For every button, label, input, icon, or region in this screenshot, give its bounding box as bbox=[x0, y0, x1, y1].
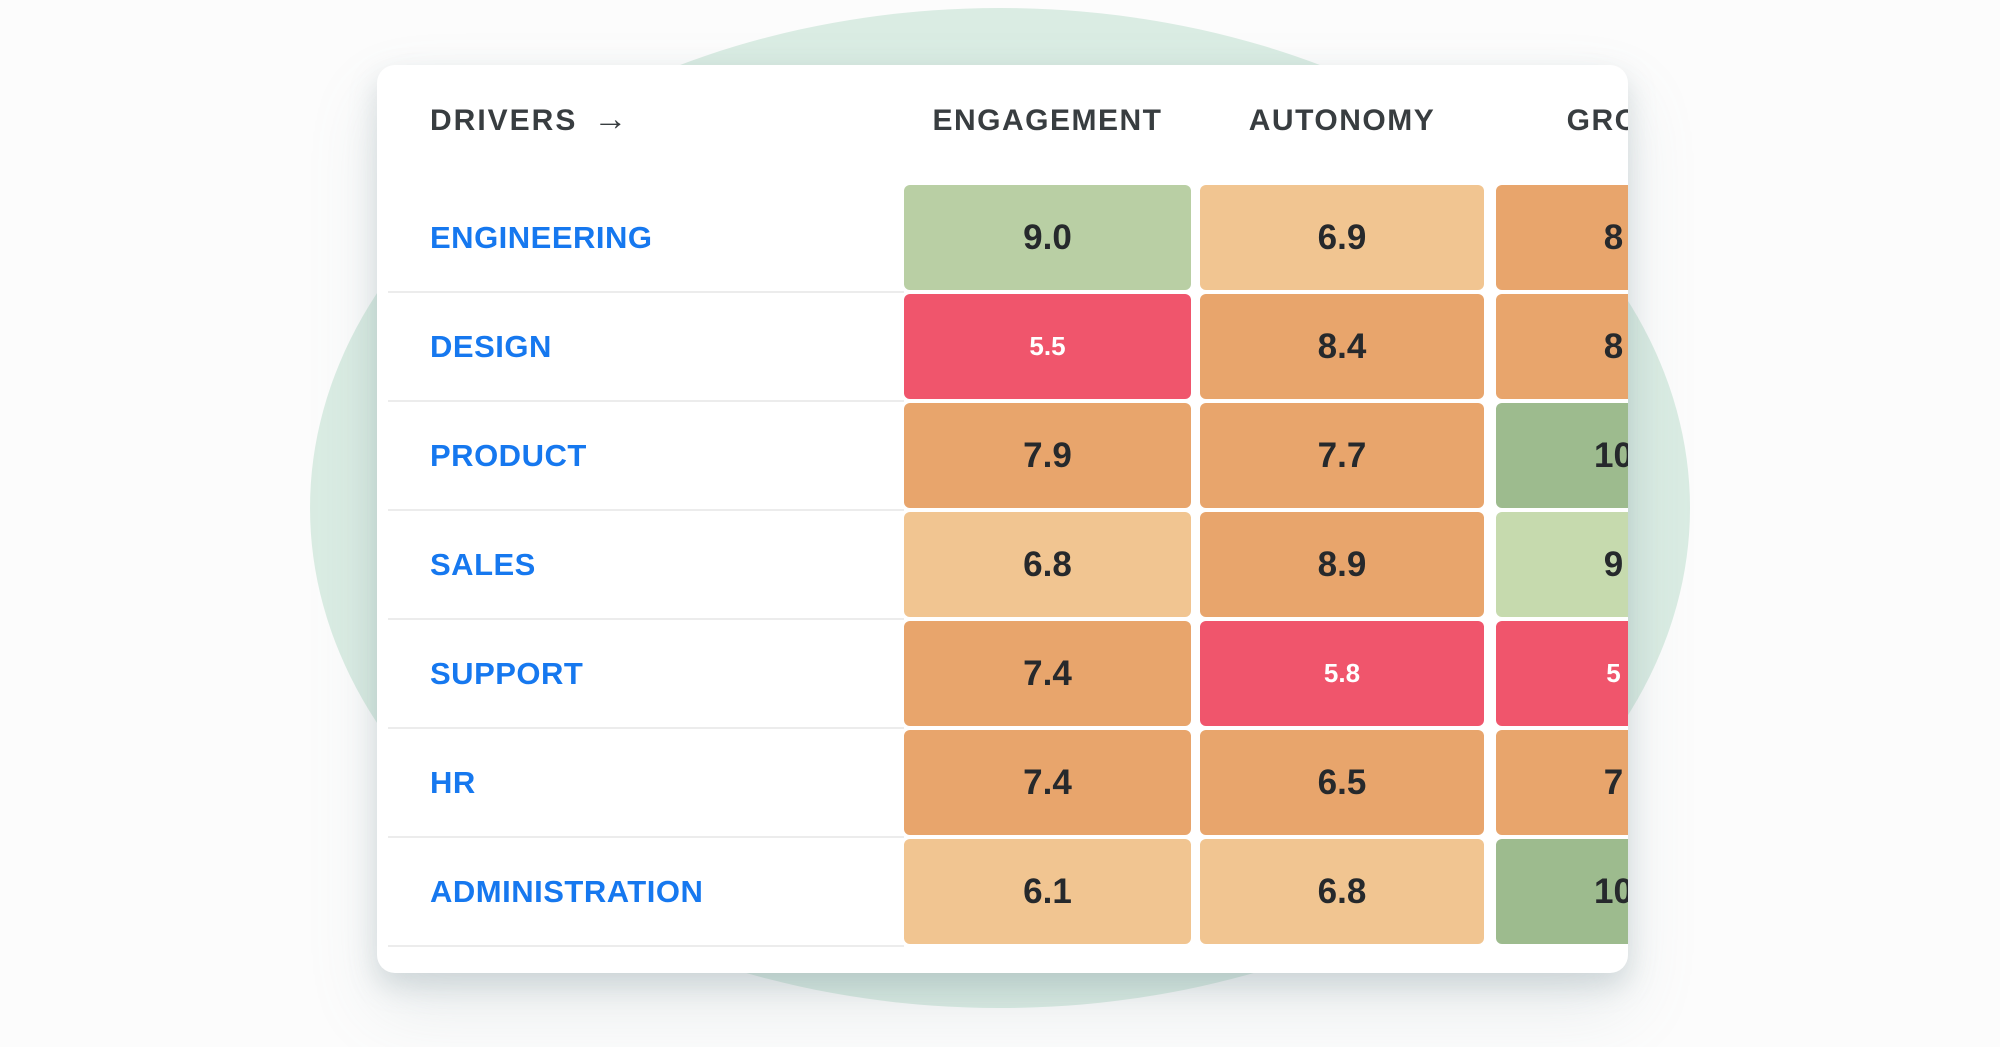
heatmap-cell[interactable]: 5.8 bbox=[1200, 621, 1484, 726]
heatmap-cell[interactable]: 10 bbox=[1496, 403, 1628, 508]
cell-value: 5.8 bbox=[1323, 658, 1361, 688]
column-header-autonomy: AUTONOMY bbox=[1248, 104, 1436, 137]
heatmap-cell[interactable]: 8.9 bbox=[1200, 512, 1484, 617]
cell-value: 7.9 bbox=[1023, 435, 1072, 475]
row-divider bbox=[388, 836, 904, 838]
column-header-engagement: ENGAGEMENT bbox=[932, 104, 1163, 137]
cell-value: 8 bbox=[1603, 326, 1624, 366]
cell-value: 8.9 bbox=[1317, 544, 1367, 584]
row-label-sales[interactable]: SALES bbox=[430, 546, 536, 582]
cell-value: 9 bbox=[1603, 544, 1624, 584]
cell-value: 10 bbox=[1594, 871, 1628, 911]
table-row-support: SUPPORT 7.4 5.8 5 bbox=[377, 619, 1628, 729]
cell-value: 6.9 bbox=[1317, 217, 1367, 257]
cell-value: 6.8 bbox=[1317, 871, 1367, 911]
cell-value: 5 bbox=[1606, 658, 1621, 688]
cell-value: 8.4 bbox=[1317, 326, 1367, 366]
heatmap-cell[interactable]: 6.1 bbox=[904, 839, 1191, 944]
row-label-hr[interactable]: HR bbox=[430, 764, 476, 800]
heatmap-cell[interactable]: 7.4 bbox=[904, 621, 1191, 726]
heatmap-cell[interactable]: 9 bbox=[1496, 512, 1628, 617]
heatmap-cell[interactable]: 5.5 bbox=[904, 294, 1191, 399]
heatmap-cell[interactable]: 5 bbox=[1496, 621, 1628, 726]
heatmap-cell[interactable]: 7 bbox=[1496, 730, 1628, 835]
table-row-hr: HR 7.4 6.5 7 bbox=[377, 728, 1628, 838]
cell-value: 7.7 bbox=[1317, 435, 1367, 475]
cell-value: 6.1 bbox=[1023, 871, 1072, 911]
heatmap-cell[interactable]: 7.7 bbox=[1200, 403, 1484, 508]
column-header-growth: GROWTH bbox=[1566, 104, 1628, 137]
heatmap-cell[interactable]: 8 bbox=[1496, 294, 1628, 399]
row-divider bbox=[388, 945, 904, 947]
heatmap-cell[interactable]: 7.9 bbox=[904, 403, 1191, 508]
cell-value: 9.0 bbox=[1023, 217, 1072, 257]
heatmap-cell[interactable]: 6.5 bbox=[1200, 730, 1484, 835]
cell-value: 6.8 bbox=[1023, 544, 1072, 584]
heatmap-cell[interactable]: 6.8 bbox=[1200, 839, 1484, 944]
arrow-right-icon: → bbox=[593, 99, 628, 138]
table-row-sales: SALES 6.8 8.9 9 bbox=[377, 510, 1628, 620]
heatmap-cell[interactable]: 8.4 bbox=[1200, 294, 1484, 399]
heatmap-card: DRIVERS → ENGAGEMENT AUTONOMY GROWTH ENG… bbox=[377, 65, 1628, 973]
row-divider bbox=[388, 291, 904, 293]
row-label-support[interactable]: SUPPORT bbox=[430, 655, 584, 691]
cell-value: 5.5 bbox=[1029, 331, 1066, 361]
row-divider bbox=[388, 618, 904, 620]
heatmap-cell[interactable]: 10 bbox=[1496, 839, 1628, 944]
row-divider bbox=[388, 400, 904, 402]
drivers-label: DRIVERS bbox=[430, 104, 578, 137]
cell-value: 7.4 bbox=[1023, 653, 1072, 693]
heatmap-cell[interactable]: 6.9 bbox=[1200, 185, 1484, 290]
heatmap-cell[interactable]: 7.4 bbox=[904, 730, 1191, 835]
heatmap-cell[interactable]: 8 bbox=[1496, 185, 1628, 290]
row-label-administration[interactable]: ADMINISTRATION bbox=[430, 873, 704, 909]
cell-value: 7.4 bbox=[1023, 762, 1072, 802]
row-divider bbox=[388, 727, 904, 729]
row-label-design[interactable]: DESIGN bbox=[430, 328, 552, 364]
heatmap-cell[interactable]: 6.8 bbox=[904, 512, 1191, 617]
heatmap-cell[interactable]: 9.0 bbox=[904, 185, 1191, 290]
cell-value: 8 bbox=[1603, 217, 1624, 257]
drivers-header: DRIVERS → bbox=[430, 99, 628, 141]
cell-value: 10 bbox=[1594, 435, 1628, 475]
table-row-design: DESIGN 5.5 8.4 8 bbox=[377, 292, 1628, 402]
table-row-engineering: ENGINEERING 9.0 6.9 8 bbox=[377, 183, 1628, 293]
row-label-product[interactable]: PRODUCT bbox=[430, 437, 587, 473]
row-divider bbox=[388, 509, 904, 511]
cell-value: 7 bbox=[1603, 762, 1624, 802]
cell-value: 6.5 bbox=[1317, 762, 1367, 802]
row-label-engineering[interactable]: ENGINEERING bbox=[430, 219, 653, 255]
table-row-administration: ADMINISTRATION 6.1 6.8 10 bbox=[377, 837, 1628, 947]
table-row-product: PRODUCT 7.9 7.7 10 bbox=[377, 401, 1628, 511]
